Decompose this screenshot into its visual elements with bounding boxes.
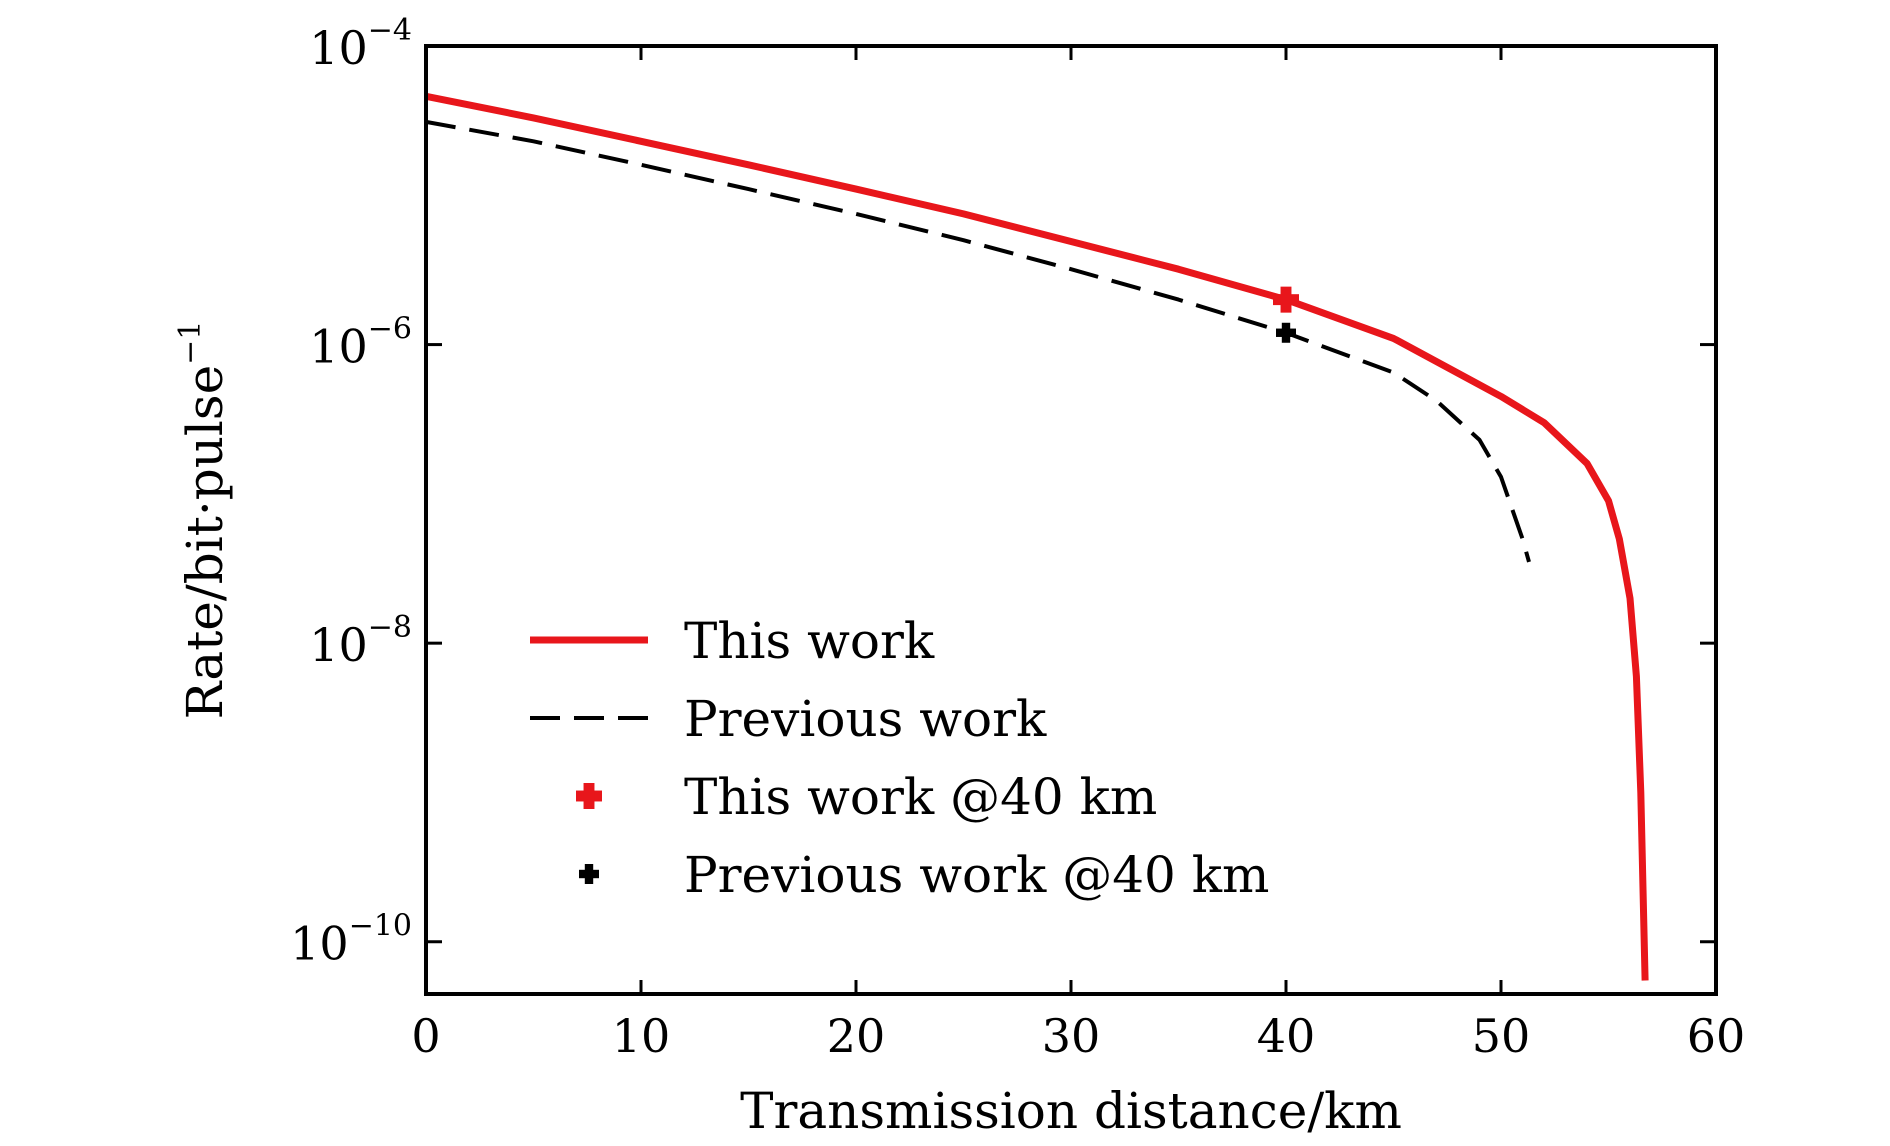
legend-label-2: This work @40 km <box>684 768 1157 826</box>
y-axis-title: Rate/bit·pulse−1 <box>173 321 234 720</box>
x-tick-label: 0 <box>411 1009 440 1063</box>
y-tick-label: 10−8 <box>309 610 412 672</box>
x-tick-label: 60 <box>1687 1009 1746 1063</box>
y-axis-title-main: Rate/bit·pulse <box>176 365 234 720</box>
legend-label-3: Previous work @40 km <box>684 846 1269 904</box>
x-axis: 0 10 20 30 40 50 60 <box>411 46 1745 1063</box>
x-axis-title: Transmission distance/km <box>740 1082 1402 1140</box>
y-tick-label: 10−6 <box>309 312 412 374</box>
y-tick-label: 10−4 <box>309 13 412 75</box>
legend-label-0: This work <box>684 612 935 670</box>
x-tick-label: 20 <box>827 1009 886 1063</box>
x-tick-label: 10 <box>612 1009 671 1063</box>
x-tick-label: 40 <box>1257 1009 1316 1063</box>
y-tick-label: 10−10 <box>290 909 412 971</box>
legend-swatch-2 <box>576 783 602 809</box>
plot-area <box>425 92 1649 981</box>
series-line-1 <box>425 119 1531 563</box>
y-axis-title-exp: −1 <box>173 321 208 365</box>
x-tick-label: 50 <box>1472 1009 1531 1063</box>
series-marker-2 <box>1273 286 1299 313</box>
legend: This work Previous work This work @40 km Pr… <box>530 612 1269 904</box>
y-axis: 10−4 10−6 10−8 10−10 <box>290 13 1716 971</box>
legend-label-1: Previous work <box>684 690 1047 748</box>
series-marker-3 <box>1276 322 1296 343</box>
legend-swatch-3 <box>579 864 599 884</box>
series-line-0 <box>425 92 1649 981</box>
x-tick-label: 30 <box>1042 1009 1101 1063</box>
